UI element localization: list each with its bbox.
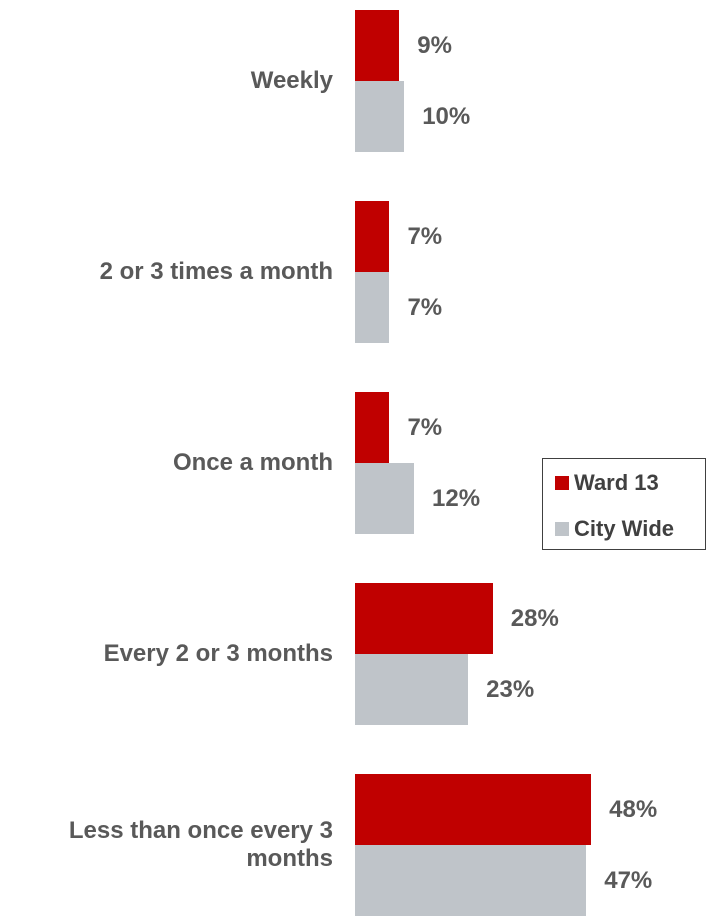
legend-item: City Wide (555, 516, 674, 542)
bar (355, 774, 592, 845)
legend-swatch (555, 522, 569, 536)
value-label: 47% (604, 866, 653, 894)
category-label: 2 or 3 times a month (99, 258, 333, 285)
value-label: 9% (417, 31, 452, 59)
bar (355, 463, 415, 534)
bar (355, 392, 390, 463)
bar (355, 845, 587, 916)
bar (355, 272, 390, 343)
legend-label: City Wide (574, 516, 675, 541)
value-label: 23% (486, 675, 535, 703)
legend: Ward 13 City Wide (542, 458, 706, 550)
legend-item: Ward 13 (555, 470, 659, 496)
category-label: Weekly (250, 67, 333, 94)
category-label: Once a month (172, 449, 333, 476)
bar (355, 654, 469, 725)
bar (355, 201, 390, 272)
legend-swatch (555, 476, 569, 490)
bar (355, 583, 493, 654)
value-label: 7% (407, 222, 443, 250)
bar (355, 10, 400, 81)
category-label: Less than once every 3 months (68, 817, 333, 872)
value-label: 12% (432, 484, 481, 512)
value-label: 28% (510, 604, 559, 632)
value-label: 10% (422, 102, 471, 130)
category-label: Every 2 or 3 months (103, 640, 333, 667)
value-label: 7% (407, 413, 443, 441)
value-label: 48% (609, 795, 658, 823)
legend-label: Ward 13 (574, 470, 659, 495)
bar (355, 81, 405, 152)
value-label: 7% (407, 293, 443, 321)
